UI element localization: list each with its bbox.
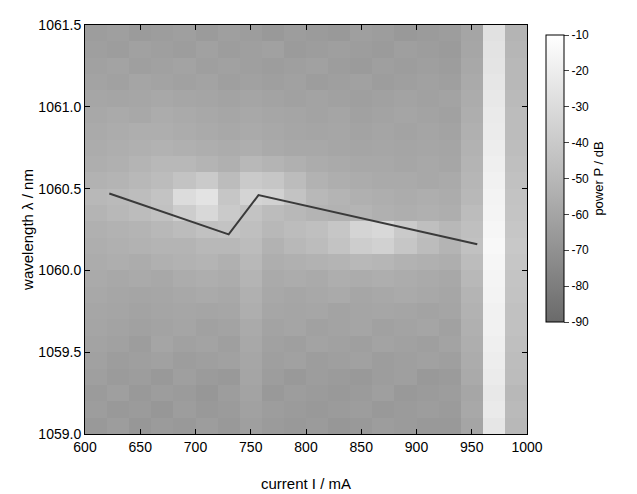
svg-text:-40: -40 [571,136,589,150]
svg-text:850: 850 [350,439,374,455]
svg-text:1060.5: 1060.5 [38,181,81,197]
svg-text:-90: -90 [571,315,589,329]
svg-text:-10: -10 [571,28,589,42]
svg-text:800: 800 [294,439,318,455]
svg-text:650: 650 [129,439,153,455]
svg-text:1061.5: 1061.5 [38,17,81,33]
svg-text:-20: -20 [571,64,589,78]
svg-text:750: 750 [239,439,263,455]
svg-text:1061.0: 1061.0 [38,99,81,115]
svg-text:950: 950 [460,439,484,455]
svg-text:600: 600 [73,439,97,455]
svg-text:900: 900 [405,439,429,455]
svg-text:-30: -30 [571,100,589,114]
svg-text:1000: 1000 [511,439,542,455]
svg-text:1060.0: 1060.0 [38,262,81,278]
svg-text:power P / dB: power P / dB [591,141,606,215]
svg-text:-60: -60 [571,208,589,222]
svg-text:-80: -80 [571,279,589,293]
svg-text:current I / mA: current I / mA [261,475,351,492]
svg-text:1059.5: 1059.5 [38,344,81,360]
svg-text:wavelength λ / nm: wavelength λ / nm [19,169,36,291]
svg-text:700: 700 [184,439,208,455]
svg-text:-70: -70 [571,243,589,257]
svg-text:-50: -50 [571,172,589,186]
svg-text:1059.0: 1059.0 [38,426,81,442]
